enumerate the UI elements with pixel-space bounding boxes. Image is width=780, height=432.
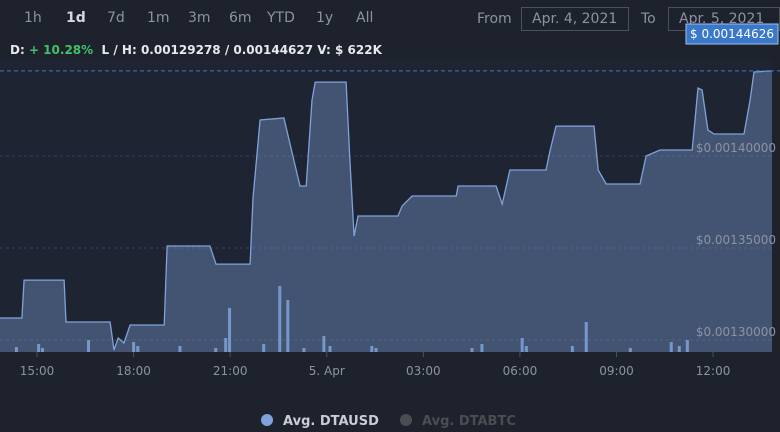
x-tick-label: 09:00 (599, 364, 634, 378)
volume-bar (37, 344, 41, 352)
volume-bar (14, 347, 18, 352)
range-button[interactable]: 1m (147, 10, 170, 26)
volume-bar (178, 346, 182, 352)
legend-label: Avg. DTABTC (422, 414, 516, 429)
legend-marker (400, 414, 412, 426)
line (0, 70, 773, 351)
plot-background (0, 60, 772, 352)
range-button[interactable]: 6m (229, 10, 252, 26)
to-label: To (641, 11, 656, 27)
x-tick-label: 21:00 (213, 364, 248, 378)
range-button[interactable]: 3m (188, 10, 211, 26)
v-value: $ 622K (335, 43, 382, 57)
volume-bar (132, 342, 136, 352)
d-value: + 10.28% (28, 43, 94, 57)
range-button[interactable]: 1d (66, 10, 86, 26)
range-button[interactable]: All (356, 10, 374, 26)
volume-bar (278, 286, 282, 352)
x-tick-label: 18:00 (116, 364, 151, 378)
y-tick-label: $0.00130000 (696, 325, 776, 339)
range-button[interactable]: 1y (316, 10, 334, 26)
volume-bar (374, 348, 378, 352)
volume-bar (302, 348, 306, 352)
volume-bar (136, 346, 140, 352)
range-button[interactable]: 1h (24, 10, 42, 26)
volume-bar (520, 338, 524, 352)
volume-bar (677, 346, 681, 352)
area (0, 70, 772, 353)
x-tick-label: 03:00 (406, 364, 441, 378)
volume-bar (628, 348, 632, 352)
x-axis-band (0, 352, 780, 432)
volume-bar (370, 346, 374, 352)
x-tick-label: 15:00 (20, 364, 55, 378)
volume-bar (322, 336, 326, 352)
d-label: D: (10, 43, 25, 57)
volume-bar (87, 340, 91, 352)
v-label: V: (317, 43, 331, 57)
volume-bar (214, 348, 218, 352)
volume-bar (584, 322, 588, 352)
volume-bar (262, 344, 266, 352)
volume-bar (286, 300, 290, 352)
range-button[interactable]: YTD (267, 10, 295, 26)
volume-bar (224, 338, 228, 352)
y-tick-label: $0.00140000 (696, 141, 776, 155)
lh-label: L / H: (101, 43, 137, 57)
range-button[interactable]: 7d (107, 10, 125, 26)
x-tick-label: 5. Apr (309, 364, 345, 378)
volume-bar (669, 342, 673, 352)
from-date[interactable]: Apr. 4, 2021 (521, 7, 629, 31)
from-label: From (477, 11, 512, 27)
to-date[interactable]: Apr. 5, 2021 (668, 7, 780, 31)
volume-bar (228, 308, 232, 352)
volume-bar (480, 344, 484, 352)
volume-bar (470, 348, 474, 352)
legend-marker (261, 414, 273, 426)
legend-label: Avg. DTAUSD (283, 414, 379, 429)
volume-bar (570, 346, 574, 352)
volume-bar (524, 346, 528, 352)
lh-value: 0.00129278 / 0.00144627 (140, 43, 314, 57)
volume-bar (685, 340, 689, 352)
y-tick-label: $0.00135000 (696, 233, 776, 247)
stats: D: + 10.28% L / H: 0.00129278 / 0.001446… (10, 43, 382, 57)
volume-bar (328, 346, 332, 352)
volume-bar (40, 348, 44, 352)
x-tick-label: 06:00 (503, 364, 538, 378)
x-tick-label: 12:00 (696, 364, 731, 378)
